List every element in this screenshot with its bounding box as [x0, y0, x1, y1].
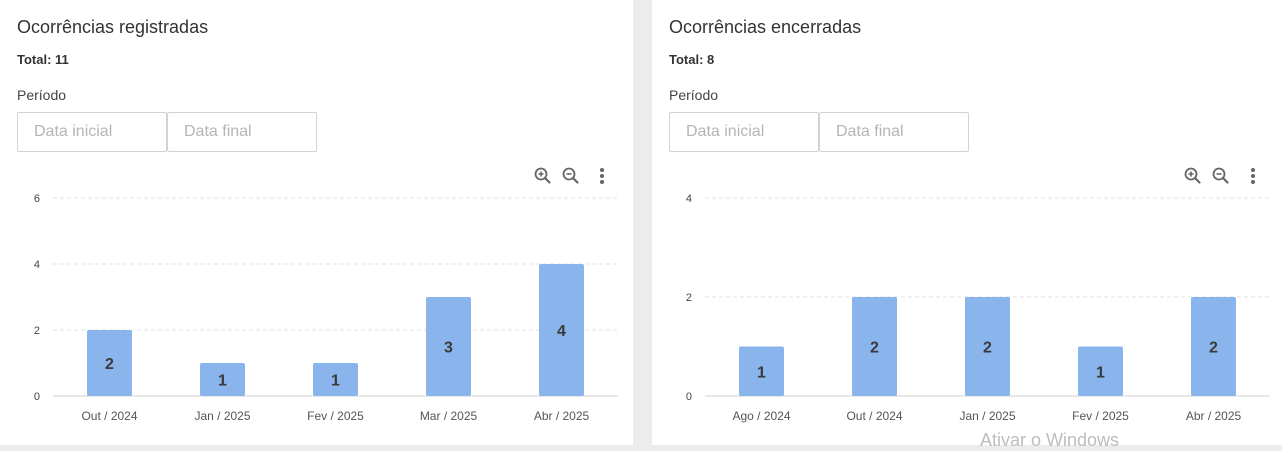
bar	[1191, 297, 1236, 396]
y-tick-label: 2	[34, 325, 40, 337]
data-label: 4	[557, 323, 566, 340]
card-title: Ocorrências encerradas	[669, 17, 862, 37]
y-tick-label: 4	[686, 193, 692, 205]
closed-occurrences-card: Ocorrências encerradas Total: 8 Período …	[652, 0, 1282, 445]
zoom-in-icon[interactable]	[1182, 165, 1204, 187]
start-date-input[interactable]	[669, 112, 819, 152]
windows-activation-watermark: Ativar o Windows	[980, 430, 1120, 450]
registered-occurrences-card: Ocorrências registradas Total: 11 Períod…	[0, 0, 633, 445]
bar	[965, 297, 1010, 396]
x-tick-label: Mar / 2025	[420, 409, 478, 423]
card-title: Ocorrências registradas	[17, 17, 209, 37]
x-tick-label: Abr / 2025	[534, 409, 590, 423]
x-tick-label: Abr / 2025	[1186, 409, 1242, 423]
y-tick-label: 2	[686, 292, 692, 304]
x-tick-label: Jan / 2025	[194, 409, 250, 423]
x-tick-label: Fev / 2025	[307, 409, 364, 423]
total-count: Total: 11	[17, 52, 69, 67]
total-count: Total: 8	[669, 52, 715, 67]
period-label: Período	[669, 87, 719, 103]
x-tick-label: Out / 2024	[81, 409, 137, 423]
x-tick-label: Out / 2024	[846, 409, 902, 423]
bar	[739, 346, 784, 396]
x-tick-label: Fev / 2025	[1072, 409, 1129, 423]
y-tick-label: 4	[34, 259, 40, 271]
bar	[1078, 346, 1123, 396]
data-label: 2	[870, 340, 879, 357]
data-label: 2	[105, 356, 114, 373]
data-label: 1	[757, 364, 766, 381]
bar	[852, 297, 897, 396]
y-tick-label: 0	[686, 391, 692, 403]
bar	[200, 363, 245, 396]
x-tick-label: Ago / 2024	[732, 409, 790, 423]
y-tick-label: 0	[34, 391, 40, 403]
y-tick-label: 6	[34, 193, 40, 205]
zoom-in-icon[interactable]	[532, 165, 554, 187]
more-vert-icon[interactable]	[591, 165, 613, 187]
data-label: 3	[444, 340, 453, 357]
period-label: Período	[17, 87, 67, 103]
data-label: 1	[218, 373, 227, 390]
bar	[426, 297, 471, 396]
zoom-out-icon[interactable]	[560, 165, 582, 187]
registered-occurrences-chart: 0 2 4 6 2 Out / 2024 1 Jan / 2025 1 Fev / 2025 3 Ma…	[34, 193, 618, 423]
data-label: 2	[983, 340, 992, 357]
data-label: 1	[331, 373, 340, 390]
bar	[539, 264, 584, 396]
data-label: 2	[1209, 340, 1218, 357]
bar	[87, 330, 132, 396]
end-date-input[interactable]	[819, 112, 969, 152]
bar	[313, 363, 358, 396]
x-tick-label: Jan / 2025	[959, 409, 1015, 423]
closed-occurrences-chart: 0 2 4 1 Ago / 2024 2 Out / 2024 2 Jan / 2025 1 Fev…	[686, 193, 1270, 423]
data-label: 1	[1096, 364, 1105, 381]
more-vert-icon[interactable]	[1242, 165, 1264, 187]
end-date-input[interactable]	[167, 112, 317, 152]
zoom-out-icon[interactable]	[1210, 165, 1232, 187]
start-date-input[interactable]	[17, 112, 167, 152]
